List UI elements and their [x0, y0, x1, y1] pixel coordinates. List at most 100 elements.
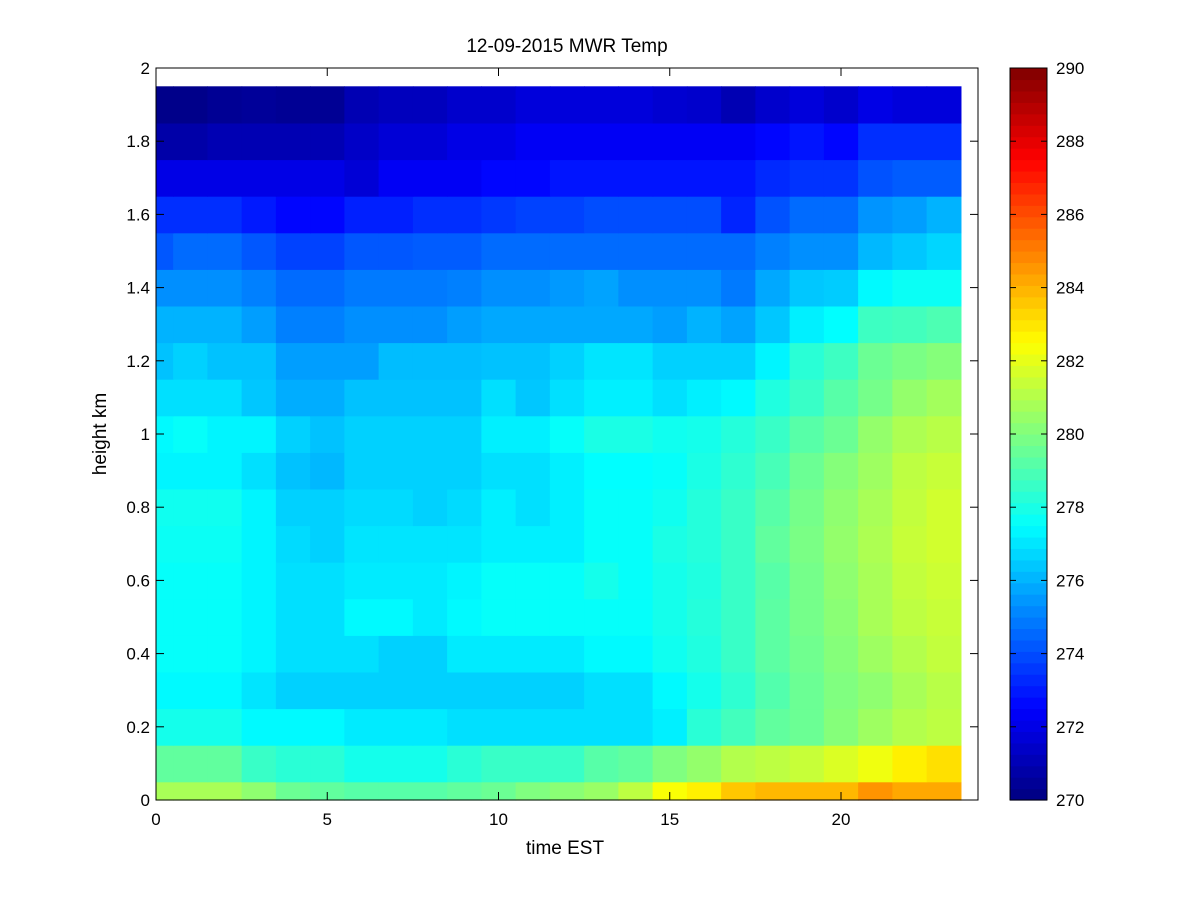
heatmap-cell: [652, 305, 688, 344]
heatmap-cell: [721, 86, 756, 124]
heatmap-cell: [686, 415, 722, 453]
heatmap-cell: [515, 562, 551, 600]
heatmap-cell: [447, 415, 482, 453]
heatmap-cell: [275, 708, 311, 746]
heatmap-cell: [823, 379, 859, 417]
heatmap-cell: [378, 525, 414, 563]
heatmap-cell: [549, 379, 585, 417]
heatmap-cell: [241, 269, 277, 307]
heatmap-cell: [892, 232, 928, 270]
heatmap-cell: [789, 122, 825, 161]
colorbar-band: [1010, 731, 1047, 744]
heatmap-cell: [892, 196, 928, 234]
heatmap-cell: [823, 745, 859, 783]
heatmap-cell: [344, 196, 380, 234]
heatmap-cell: [207, 525, 243, 563]
heatmap-cell: [686, 671, 722, 710]
heatmap-cell: [378, 488, 414, 527]
heatmap-cell: [618, 196, 654, 234]
heatmap-cell: [686, 598, 722, 636]
heatmap-cell: [686, 86, 722, 124]
colorbar-band: [1010, 228, 1047, 241]
heatmap-cell: [686, 452, 722, 490]
heatmap-cell: [310, 452, 345, 490]
heatmap-cell: [926, 781, 962, 801]
heatmap-cell: [892, 122, 928, 161]
heatmap-cell: [652, 745, 688, 783]
heatmap-cell: [275, 196, 311, 234]
heatmap-cell: [652, 488, 688, 527]
colorbar-band: [1010, 365, 1047, 378]
heatmap-cell: [892, 86, 928, 124]
heatmap-cell: [823, 232, 859, 270]
heatmap-cell: [241, 342, 277, 380]
heatmap-cell: [652, 159, 688, 197]
heatmap-cell: [686, 488, 722, 527]
heatmap-cell: [858, 305, 893, 344]
heatmap-cell: [755, 708, 791, 746]
heatmap-cell: [858, 708, 893, 746]
heatmap-cell: [652, 562, 688, 600]
heatmap-cell: [858, 745, 893, 783]
heatmap-cell: [275, 671, 311, 710]
chart-title: 12-09-2015 MWR Temp: [466, 36, 667, 57]
heatmap-cell: [755, 342, 791, 380]
colorbar-band: [1010, 319, 1047, 332]
heatmap-cell: [549, 232, 585, 270]
heatmap-cell: [310, 305, 345, 344]
heatmap-cell: [275, 488, 311, 527]
heatmap-cell: [310, 598, 345, 636]
heatmap-cell: [789, 196, 825, 234]
heatmap-cell: [515, 379, 551, 417]
heatmap-cell: [378, 671, 414, 710]
heatmap-cell: [789, 159, 825, 197]
heatmap-cell: [686, 159, 722, 197]
heatmap-cell: [721, 781, 756, 801]
heatmap-cell: [412, 379, 448, 417]
colorbar-band: [1010, 468, 1047, 481]
heatmap-cell: [481, 196, 517, 234]
colorbar-band: [1010, 113, 1047, 126]
heatmap-cell: [652, 415, 688, 453]
colorbar-band: [1010, 559, 1047, 572]
heatmap-cell: [755, 781, 791, 801]
heatmap-cell: [549, 635, 585, 673]
heatmap-cell: [156, 488, 174, 527]
heatmap-cell: [892, 269, 928, 307]
heatmap-cell: [926, 562, 962, 600]
heatmap-cell: [789, 379, 825, 417]
heatmap-cell: [344, 635, 380, 673]
heatmap-cell: [515, 342, 551, 380]
heatmap-cell: [412, 781, 448, 801]
heatmap-cell: [412, 598, 448, 636]
colorbar-band: [1010, 136, 1047, 149]
heatmap-cell: [926, 488, 962, 527]
heatmap-cell: [618, 745, 654, 783]
colorbar-tick-label: 270: [1056, 791, 1084, 810]
heatmap-cell: [618, 159, 654, 197]
heatmap-cell: [515, 86, 551, 124]
heatmap-cell: [207, 159, 243, 197]
heatmap-cell: [515, 196, 551, 234]
heatmap-cell: [515, 745, 551, 783]
heatmap-cell: [858, 781, 893, 801]
heatmap-cell: [686, 196, 722, 234]
heatmap-cell: [156, 232, 174, 270]
x-tick-label: 0: [151, 810, 160, 829]
heatmap-cell: [241, 232, 277, 270]
heatmap-cell: [755, 598, 791, 636]
heatmap-cell: [156, 159, 174, 197]
x-axis-label: time EST: [526, 838, 605, 859]
heatmap-cell: [584, 525, 619, 563]
heatmap-cell: [584, 708, 619, 746]
heatmap-cell: [926, 379, 962, 417]
heatmap-cell: [926, 232, 962, 270]
heatmap-cell: [926, 525, 962, 563]
heatmap-cell: [755, 159, 791, 197]
heatmap-cell: [275, 232, 311, 270]
heatmap-cell: [584, 159, 619, 197]
heatmap-cell: [275, 122, 311, 161]
heatmap-cell: [412, 342, 448, 380]
heatmap-cell: [481, 379, 517, 417]
heatmap-cell: [823, 525, 859, 563]
